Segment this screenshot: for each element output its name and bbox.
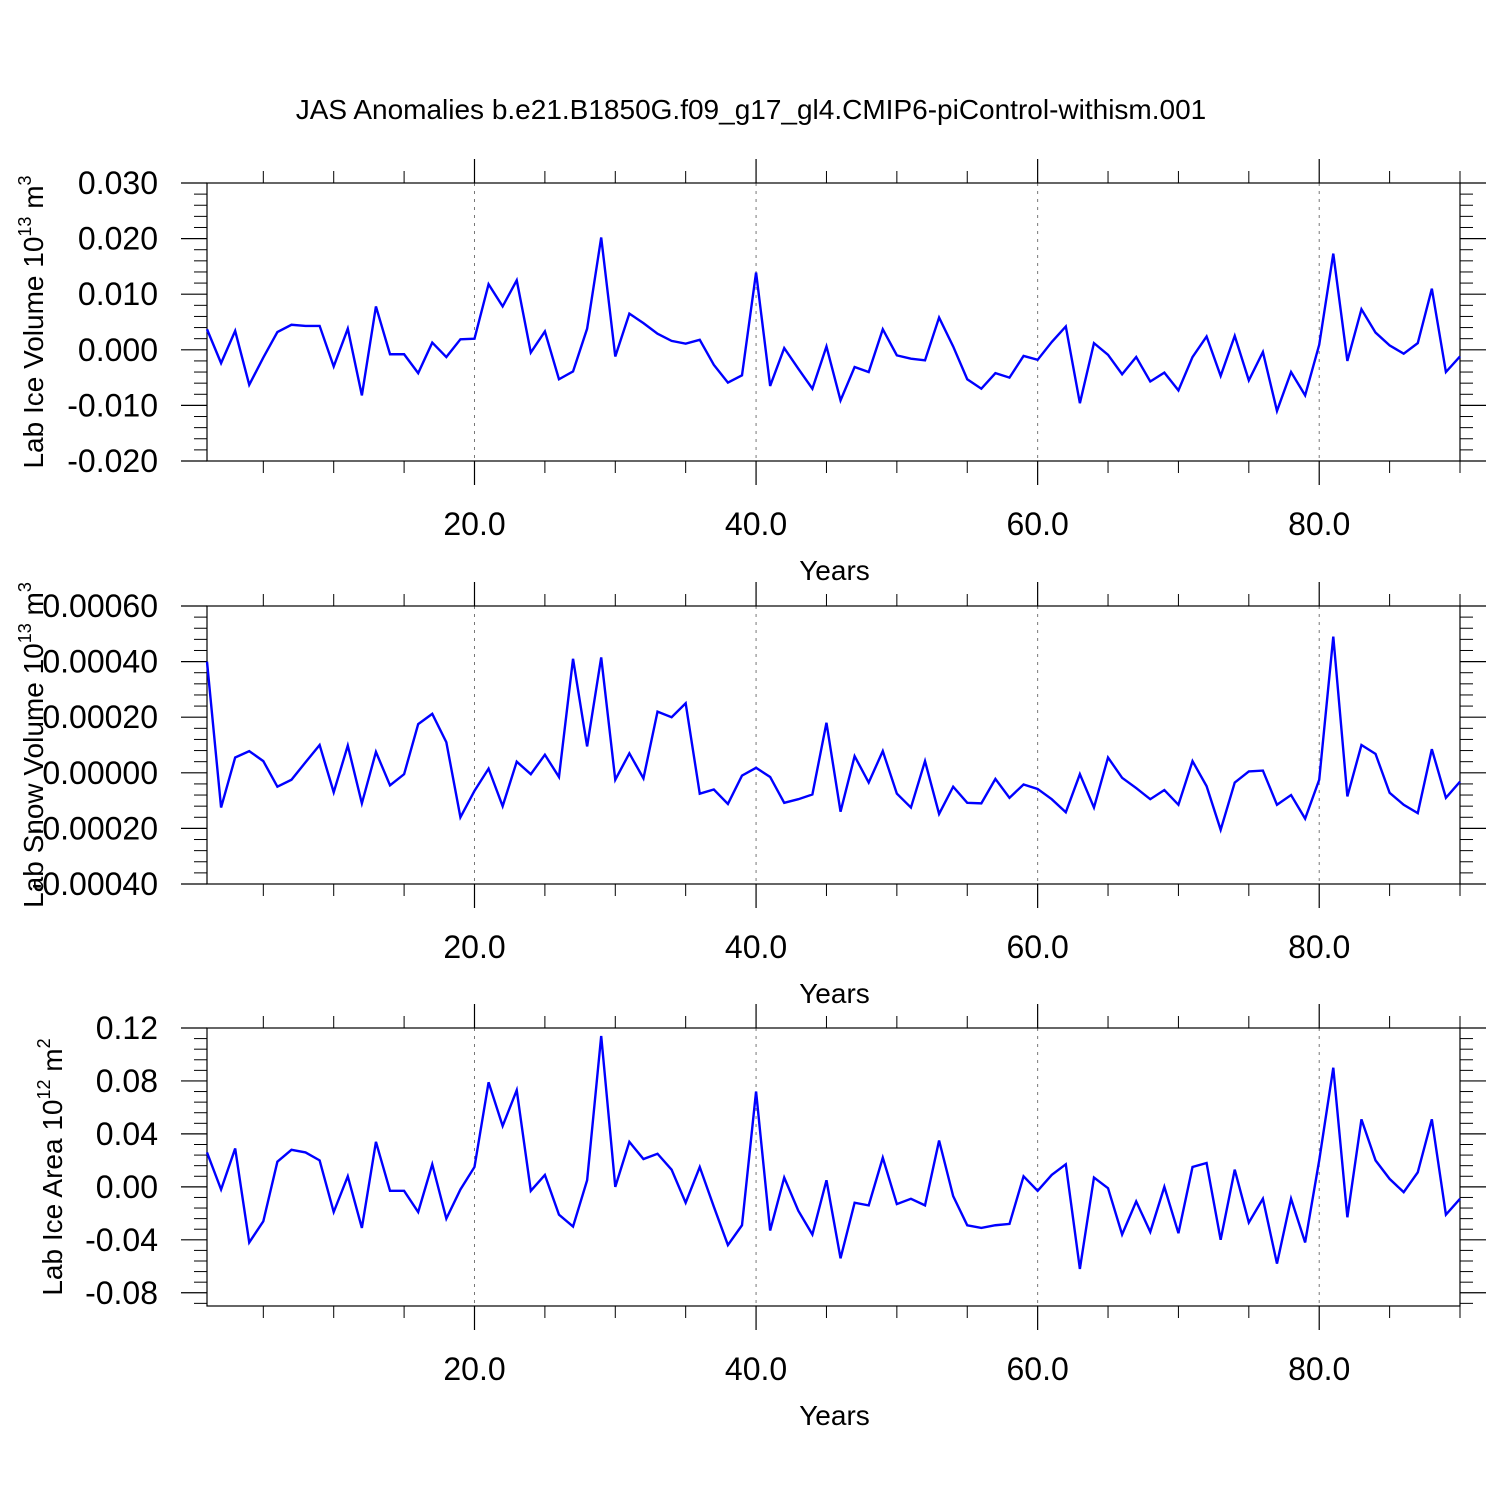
y-tick-label: 0.00 xyxy=(96,1169,158,1205)
y-tick-label: 0.00020 xyxy=(42,699,158,735)
x-tick-label: 40.0 xyxy=(725,506,787,542)
x-tick-label: 40.0 xyxy=(725,1351,787,1387)
x-axis-title: Years xyxy=(799,978,870,1009)
y-tick-label: 0.020 xyxy=(78,221,158,257)
y-tick-label: -0.00020 xyxy=(32,810,158,846)
x-tick-label: 80.0 xyxy=(1288,929,1350,965)
x-tick-label: 20.0 xyxy=(443,1351,505,1387)
panel-1: 20.0 40.0 60.0 80.0 -0.020 -0.010 0.000 0.010 0.… xyxy=(15,159,1486,586)
y-tick-label: 0.000 xyxy=(78,332,158,368)
series-line xyxy=(205,237,1461,416)
y-tick-label: 0.08 xyxy=(96,1063,158,1099)
x-tick-label: 80.0 xyxy=(1288,1351,1350,1387)
y-tick-label: 0.00040 xyxy=(42,644,158,680)
plot-frame xyxy=(206,605,1461,885)
x-tick-label: 60.0 xyxy=(1006,506,1068,542)
y-tick-label: -0.020 xyxy=(67,443,158,479)
y-tick-label: -0.04 xyxy=(85,1222,158,1258)
panel-3: 20.0 40.0 60.0 80.0 -0.08 -0.04 0.00 0.04 0.08 0.… xyxy=(34,1004,1486,1431)
x-tick-label: 20.0 xyxy=(443,929,505,965)
y-tick-label: 0.030 xyxy=(78,165,158,201)
y-tick-label: 0.12 xyxy=(96,1010,158,1046)
chart-title: JAS Anomalies b.e21.B1850G.f09_g17_gl4.C… xyxy=(296,94,1207,125)
x-axis-title: Years xyxy=(799,1400,870,1431)
y-tick-label: -0.00040 xyxy=(32,866,158,902)
plot-frame xyxy=(206,1027,1461,1307)
series-line xyxy=(205,1035,1461,1270)
x-tick-label: 60.0 xyxy=(1006,929,1068,965)
x-axis-title: Years xyxy=(799,555,870,586)
x-tick-label: 40.0 xyxy=(725,929,787,965)
x-tick-label: 60.0 xyxy=(1006,1351,1068,1387)
x-tick-label: 80.0 xyxy=(1288,506,1350,542)
y-tick-label: 0.00000 xyxy=(42,755,158,791)
panels: 20.0 40.0 60.0 80.0 -0.020 -0.010 0.000 0.010 0.… xyxy=(15,159,1486,1431)
panel-2: 20.0 40.0 60.0 80.0 -0.00040 -0.00020 0.00000 0… xyxy=(15,582,1486,1009)
y-axis-title: Lab Ice Area 1012 m2 xyxy=(34,1038,68,1295)
y-axis-title: Lab Snow Volume 1013 m3 xyxy=(15,582,49,908)
y-axis-title: Lab Ice Volume 1013 m3 xyxy=(15,175,49,468)
x-tick-label: 20.0 xyxy=(443,506,505,542)
plot-frame xyxy=(206,182,1461,462)
y-tick-label: 0.010 xyxy=(78,276,158,312)
y-tick-label: 0.04 xyxy=(96,1116,158,1152)
y-tick-label: -0.08 xyxy=(85,1275,158,1311)
y-tick-label: 0.00060 xyxy=(42,588,158,624)
series-line xyxy=(205,636,1461,834)
y-tick-label: -0.010 xyxy=(67,387,158,423)
